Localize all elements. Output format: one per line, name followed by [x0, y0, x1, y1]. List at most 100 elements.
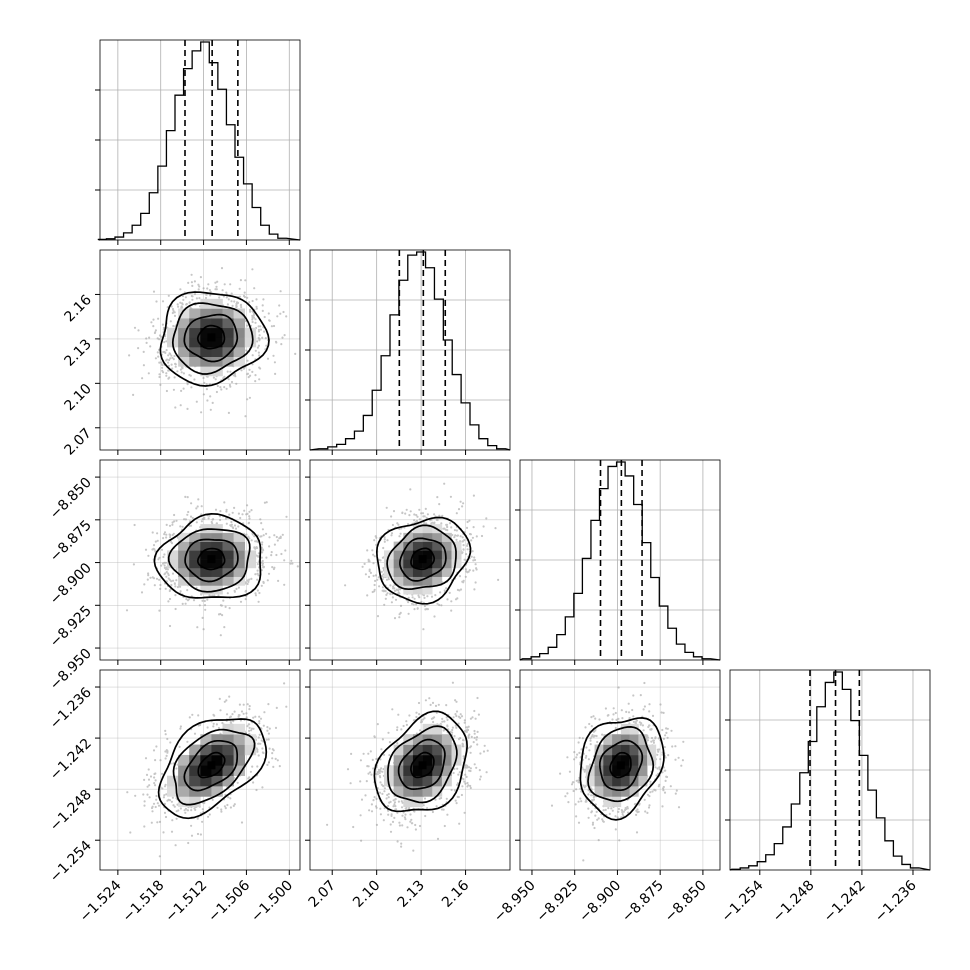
- density-cell: [189, 765, 201, 776]
- density-cell: [412, 734, 423, 745]
- density-cell: [189, 347, 201, 357]
- density-cell: [629, 723, 639, 735]
- density-cell: [403, 576, 414, 586]
- density-cell: [211, 576, 223, 586]
- density-cell: [222, 734, 234, 745]
- density-cell: [200, 754, 212, 766]
- density-cell: [200, 744, 212, 756]
- density-cell: [612, 775, 622, 787]
- density-cell: [244, 734, 257, 745]
- density-cell: [393, 541, 404, 551]
- contour-line: [373, 710, 468, 813]
- panel-body: [550, 681, 685, 862]
- density-cell: [422, 786, 433, 797]
- density-cell: [603, 775, 613, 787]
- panel-frame: [99, 459, 301, 661]
- contour-line: [397, 738, 446, 790]
- density-cell: [594, 744, 604, 756]
- histogram-panel-3: [725, 669, 931, 871]
- density-cell: [211, 744, 223, 756]
- density-cell: [403, 550, 414, 560]
- y-tick-label: −1.236: [47, 684, 95, 732]
- density-cell: [393, 744, 404, 756]
- peak-marker: [207, 555, 216, 564]
- density-cell: [222, 327, 234, 338]
- density-cell: [412, 786, 423, 797]
- histogram-panel-1: [305, 249, 511, 451]
- density-cell: [612, 765, 622, 776]
- density-cell: [178, 775, 190, 787]
- density-cell: [432, 532, 443, 542]
- density-cell: [603, 796, 613, 808]
- density-cell: [233, 744, 246, 756]
- density-cell: [200, 308, 212, 319]
- density-cell: [638, 744, 648, 756]
- density-cell: [211, 327, 223, 338]
- y-tick-label: 2.10: [61, 381, 94, 414]
- contour-line: [171, 302, 254, 375]
- density-cell: [603, 765, 613, 776]
- density-cell: [189, 550, 201, 560]
- contour-line: [387, 725, 458, 804]
- density-cell: [441, 567, 452, 577]
- density-cell: [412, 765, 423, 776]
- density-cell: [233, 550, 246, 560]
- density-cell: [393, 576, 404, 586]
- scatter-panel-3-0: [99, 669, 301, 871]
- density-cell: [178, 796, 190, 808]
- density-cell: [393, 754, 404, 766]
- density-cell: [393, 550, 404, 560]
- contour-line: [609, 751, 632, 779]
- density-cell: [200, 532, 212, 542]
- density-cell: [189, 559, 201, 569]
- density-cell: [233, 337, 246, 348]
- density-cell: [222, 541, 234, 551]
- density-cell: [422, 524, 433, 534]
- contour-line: [159, 291, 270, 387]
- density-cell: [594, 754, 604, 766]
- density-cell: [167, 775, 179, 787]
- panel-frame: [99, 669, 301, 871]
- density-cell: [200, 585, 212, 595]
- scatter-panel-2-0: [99, 459, 301, 661]
- density-cell: [620, 775, 630, 787]
- density-cell: [178, 567, 190, 577]
- histogram-panel-0: [95, 39, 301, 241]
- density-cell: [629, 765, 639, 776]
- density-cell: [432, 541, 443, 551]
- contour-line: [579, 717, 665, 821]
- density-cell: [200, 337, 212, 348]
- density-cell: [432, 550, 443, 560]
- contour-line: [410, 547, 436, 571]
- density-cell: [403, 796, 414, 808]
- density-cell: [233, 347, 246, 357]
- contour-line: [375, 516, 472, 605]
- density-cell: [403, 559, 414, 569]
- density-cell: [432, 734, 443, 745]
- density-cell: [178, 786, 190, 797]
- panel-body: [326, 681, 489, 852]
- density-cell: [422, 775, 433, 787]
- density-cell: [178, 765, 190, 776]
- panel-frame: [729, 669, 931, 871]
- density-cell: [403, 567, 414, 577]
- ticks-2-0: [95, 476, 290, 665]
- density-cell: [178, 308, 190, 319]
- density-cell: [422, 532, 433, 542]
- histogram-steps: [309, 251, 511, 451]
- density-cell: [189, 576, 201, 586]
- peak-marker: [418, 761, 427, 770]
- density-cell: [211, 532, 223, 542]
- ticks-3-1: [305, 686, 467, 875]
- contour-line: [197, 751, 226, 779]
- ticks-3-0: [95, 686, 290, 875]
- density-cell: [211, 786, 223, 797]
- density-cell: [441, 734, 452, 745]
- density-cell: [620, 744, 630, 756]
- x-tick-label: −1.242: [821, 878, 869, 926]
- density-cell: [233, 308, 246, 319]
- density-cell: [222, 318, 234, 329]
- contour-line: [167, 528, 251, 593]
